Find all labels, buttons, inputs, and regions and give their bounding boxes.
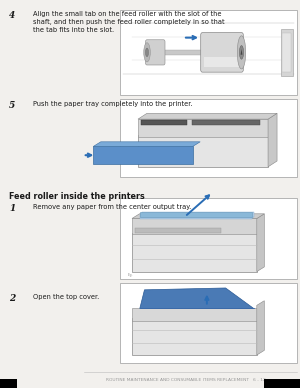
Text: Feed roller inside the printers: Feed roller inside the printers <box>9 192 145 201</box>
Bar <box>135 228 221 233</box>
Bar <box>140 215 252 219</box>
Polygon shape <box>140 288 254 308</box>
Polygon shape <box>132 214 264 218</box>
Bar <box>132 218 257 234</box>
Bar <box>120 99 297 177</box>
Ellipse shape <box>239 45 244 59</box>
FancyBboxPatch shape <box>201 33 243 72</box>
Bar <box>0 379 16 388</box>
Text: ROUTINE MAINTENANCE AND CONSUMABLE ITEMS REPLACEMENT   6 - 12: ROUTINE MAINTENANCE AND CONSUMABLE ITEMS… <box>106 378 266 381</box>
Text: Remove any paper from the center output tray.: Remove any paper from the center output … <box>33 204 191 210</box>
Bar <box>282 33 291 72</box>
FancyBboxPatch shape <box>138 135 268 167</box>
Bar <box>141 213 253 218</box>
Text: Push the paper tray completely into the printer.: Push the paper tray completely into the … <box>33 101 193 107</box>
Ellipse shape <box>144 43 150 62</box>
Bar <box>141 120 187 125</box>
Polygon shape <box>257 301 264 355</box>
Bar <box>164 50 202 55</box>
FancyBboxPatch shape <box>146 40 165 65</box>
Ellipse shape <box>237 36 246 69</box>
Bar <box>120 10 297 95</box>
Bar <box>132 308 257 321</box>
Polygon shape <box>138 113 277 119</box>
FancyBboxPatch shape <box>93 146 193 164</box>
Bar <box>264 379 300 388</box>
Bar <box>138 119 268 137</box>
Text: Open the top cover.: Open the top cover. <box>33 294 99 300</box>
Polygon shape <box>241 49 242 55</box>
Text: 2: 2 <box>9 294 15 303</box>
Bar <box>132 318 257 355</box>
Bar <box>192 120 260 125</box>
Polygon shape <box>257 214 264 272</box>
Bar <box>132 233 257 272</box>
Bar <box>120 198 297 279</box>
Bar <box>140 212 252 217</box>
Polygon shape <box>93 142 200 146</box>
Bar <box>280 29 292 76</box>
Text: 1: 1 <box>9 204 15 213</box>
Text: Align the small tab on the feed roller with the slot of the
shaft, and then push: Align the small tab on the feed roller w… <box>33 11 225 33</box>
Bar <box>142 212 254 217</box>
Ellipse shape <box>146 48 148 57</box>
Bar <box>120 283 297 363</box>
Text: 5: 5 <box>9 101 15 110</box>
Bar <box>204 57 240 67</box>
Text: Fig.: Fig. <box>128 273 133 277</box>
Polygon shape <box>268 113 277 167</box>
Text: 4: 4 <box>9 11 15 20</box>
